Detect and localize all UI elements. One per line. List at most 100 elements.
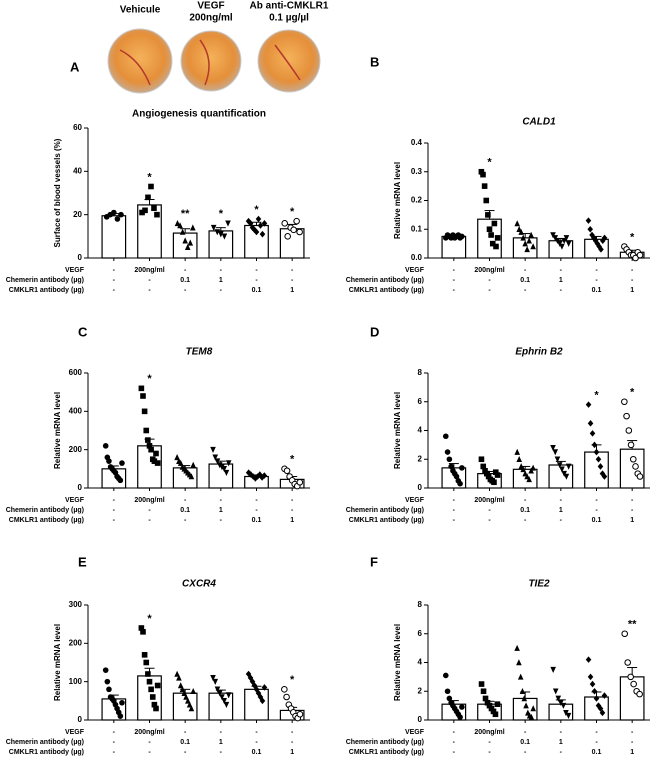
point <box>457 480 463 487</box>
point <box>257 222 264 229</box>
condition-value: - <box>113 739 116 746</box>
point <box>530 243 536 250</box>
y-tick-label: 8 <box>418 368 423 377</box>
point <box>145 194 151 201</box>
point <box>253 228 260 236</box>
point <box>632 254 639 262</box>
condition-value: 1 <box>290 287 294 294</box>
condition-value: 0.1 <box>252 517 262 524</box>
point <box>560 702 567 709</box>
panel-letter: D <box>370 324 379 339</box>
point <box>182 237 188 244</box>
point <box>601 692 608 699</box>
point <box>290 226 297 234</box>
condition-value: - <box>631 507 634 514</box>
point <box>245 217 252 225</box>
point <box>261 472 268 479</box>
point <box>587 420 594 427</box>
condition-value: - <box>184 497 187 504</box>
y-tick-label: 600 <box>69 368 83 377</box>
y-tick-label: 100 <box>69 677 83 686</box>
point <box>218 231 224 238</box>
condition-value: - <box>291 277 294 284</box>
point <box>552 688 559 695</box>
point <box>519 687 526 695</box>
condition-value: - <box>220 497 223 504</box>
point <box>555 695 562 702</box>
point <box>554 456 561 463</box>
point <box>259 697 266 705</box>
point <box>494 701 501 707</box>
condition-value: - <box>524 729 527 736</box>
condition-name: VEGF <box>405 729 425 736</box>
point <box>148 446 154 453</box>
point <box>485 212 491 218</box>
point <box>630 680 637 688</box>
point <box>597 463 604 470</box>
chart-title: CXCR4 <box>182 579 216 590</box>
point <box>491 479 497 486</box>
point <box>444 688 451 695</box>
condition-value: - <box>453 287 456 294</box>
point <box>119 699 125 706</box>
point <box>593 448 600 456</box>
y-axis-label: Relative mRNA level <box>393 392 402 469</box>
condition-name: VEGF <box>405 267 425 274</box>
point <box>488 232 494 238</box>
condition-value: - <box>595 497 598 504</box>
y-axis-label: Surface of blood vessels (%) <box>53 138 62 247</box>
point <box>102 667 109 673</box>
condition-name: CMKLR1 antibody (µg) <box>9 749 84 756</box>
condition-value: - <box>148 749 151 756</box>
point <box>585 656 592 663</box>
condition-value: 200ng/ml <box>134 267 164 274</box>
point <box>482 467 488 474</box>
point <box>632 463 639 470</box>
point <box>492 469 499 475</box>
condition-value: - <box>524 287 527 294</box>
y-axis-label: Relative mRNA level <box>393 162 402 239</box>
condition-name: Chemerin antibody (µg) <box>6 739 84 746</box>
condition-value: - <box>113 497 116 504</box>
point <box>556 462 563 469</box>
point <box>148 183 154 190</box>
point <box>283 693 290 701</box>
point <box>225 460 232 467</box>
point <box>597 705 604 712</box>
point <box>480 171 486 178</box>
condition-name: VEGF <box>405 497 425 504</box>
condition-value: - <box>560 517 563 524</box>
condition-value: - <box>631 497 634 504</box>
significance: * <box>147 373 152 385</box>
point <box>636 251 644 259</box>
condition-value: 1 <box>559 739 563 746</box>
condition-name: VEGF <box>65 267 85 274</box>
condition-name: VEGF <box>65 497 85 504</box>
condition-value: - <box>453 739 456 746</box>
y-tick-label: 0.1 <box>411 224 423 233</box>
condition-value: - <box>631 729 634 736</box>
point <box>296 228 303 236</box>
point <box>221 698 227 705</box>
point <box>284 233 291 240</box>
point <box>190 461 197 468</box>
point <box>174 220 181 227</box>
point <box>493 243 499 250</box>
y-tick-label: 0 <box>418 483 423 492</box>
condition-value: - <box>595 739 598 746</box>
condition-value: - <box>255 267 258 274</box>
panel-letter: A <box>70 59 80 74</box>
vessels <box>119 39 301 86</box>
condition-value: 0.1 <box>592 517 602 524</box>
point <box>591 687 598 695</box>
point <box>491 220 498 227</box>
point <box>281 686 288 693</box>
point <box>214 686 221 693</box>
point <box>114 216 121 222</box>
point <box>247 220 254 227</box>
point <box>565 712 572 719</box>
photo <box>180 30 242 92</box>
photo <box>107 28 173 94</box>
chart-title: TIE2 <box>528 579 550 590</box>
point <box>636 473 644 480</box>
